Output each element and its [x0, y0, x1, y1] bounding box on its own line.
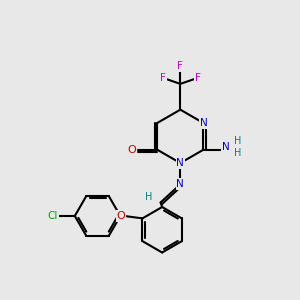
- Text: Cl: Cl: [47, 211, 58, 221]
- Text: F: F: [177, 61, 183, 71]
- Text: N: N: [176, 158, 184, 168]
- Text: O: O: [128, 145, 136, 155]
- Text: N: N: [222, 142, 230, 152]
- Text: N: N: [200, 118, 207, 128]
- Text: N: N: [176, 179, 184, 189]
- Text: O: O: [117, 211, 126, 221]
- Text: H: H: [234, 148, 241, 158]
- Text: F: F: [195, 73, 201, 83]
- Text: H: H: [145, 192, 152, 202]
- Text: H: H: [234, 136, 241, 146]
- Text: F: F: [160, 73, 166, 83]
